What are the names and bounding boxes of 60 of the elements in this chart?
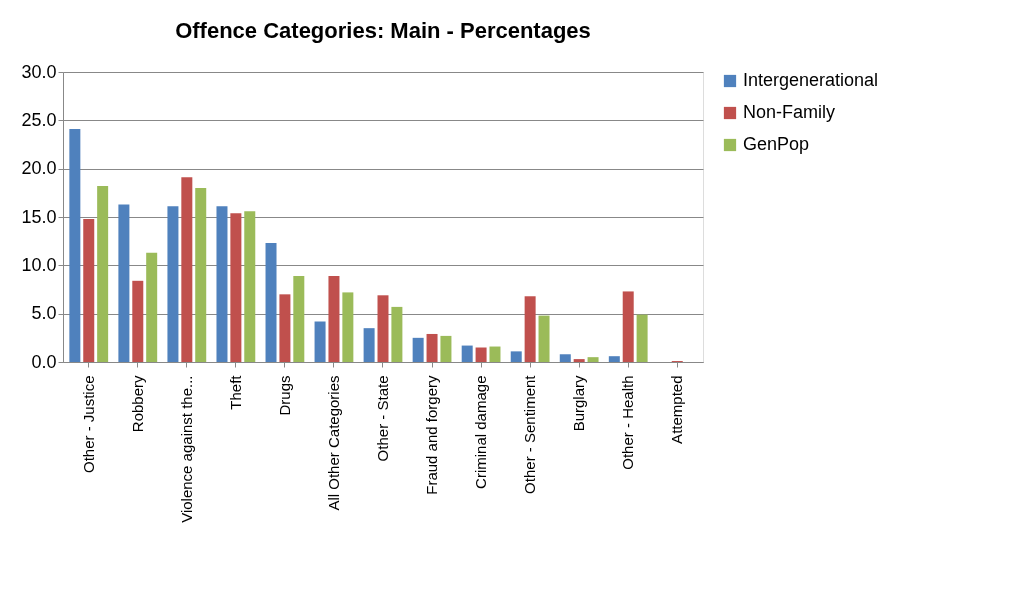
bar [622,291,634,362]
bar [573,359,585,362]
bar [328,275,340,362]
bar [181,177,193,362]
legend-label: Intergenerational [743,70,879,90]
bar [132,280,144,362]
y-tick-label: 25.0 [21,109,57,130]
bar [118,204,130,362]
bar [510,351,522,362]
bar [636,314,648,362]
bar [97,186,109,362]
bar [195,188,207,362]
bar [461,345,473,362]
bar [244,211,256,362]
x-tick-label: Robbery [128,375,146,433]
x-tick-label: Theft [226,374,244,410]
legend-label: GenPop [743,134,810,154]
chart-title: Offence Categories: Main - Percentages [175,18,591,43]
bar [265,243,277,362]
bar [146,252,158,362]
y-tick-label: 30.0 [21,61,57,82]
y-tick-label: 20.0 [21,158,57,179]
x-tick-label: All Other Categories [324,375,342,511]
x-tick-label: Other - Sentiment [521,374,539,494]
bar [293,275,305,362]
bar [363,328,375,362]
legend-label: Non-Family [743,102,836,122]
bar [559,354,571,362]
bar [587,357,599,362]
y-tick-label: 5.0 [31,303,57,324]
bar [440,335,452,362]
x-tick-label: Drugs [275,375,293,416]
bar [69,129,81,362]
x-tick-label: Violence against the... [177,375,195,523]
bar [608,356,620,362]
bar [342,292,354,362]
bar [538,315,550,362]
y-tick-label: 15.0 [21,206,57,227]
y-tick-label: 10.0 [21,254,57,275]
x-tick-label: Attempted [668,375,686,444]
bar [412,337,424,362]
bar [279,294,291,362]
bar [83,218,95,362]
x-tick-label: Fraud and forgery [423,375,441,495]
x-tick-label: Other - Health [619,375,637,470]
x-tick-label: Burglary [570,375,588,432]
bar [230,213,242,362]
bar [391,306,403,362]
bar [489,346,501,362]
bar [475,347,487,362]
bar [377,295,389,362]
bar [426,333,438,362]
x-tick-label: Criminal damage [472,375,490,489]
bar [314,321,326,362]
x-tick-label: Other - Justice [79,375,97,474]
bar [167,206,179,362]
bar [216,206,228,362]
x-tick-label: Other - State [374,375,391,462]
y-tick-label: 0.0 [31,351,57,372]
bar [524,296,536,362]
